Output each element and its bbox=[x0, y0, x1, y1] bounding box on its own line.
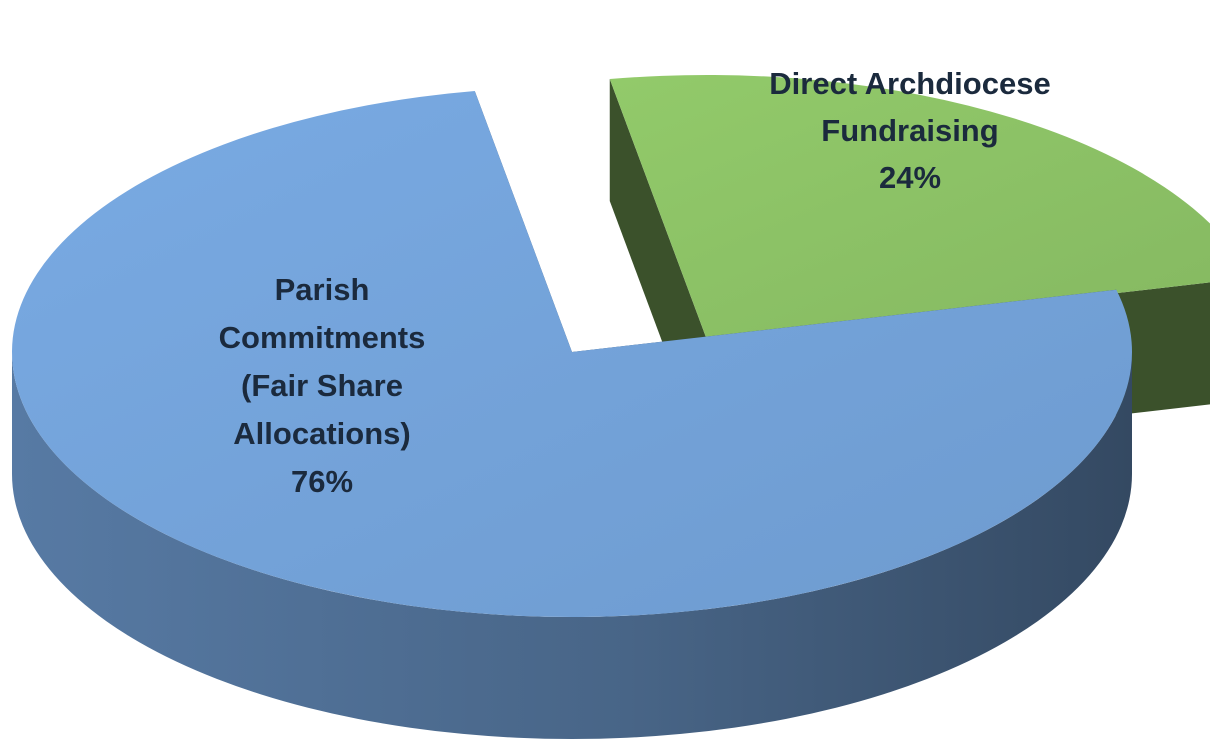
value-label: 76% bbox=[290, 464, 354, 499]
value-label: 24% bbox=[878, 160, 942, 195]
category-label: Parish Commitments (Fair Share Allocatio… bbox=[218, 272, 426, 451]
slice-label: Parish Commitments (Fair Share Allocatio… bbox=[188, 266, 456, 506]
category-label: Direct Archdiocese Fundraising bbox=[769, 66, 1051, 148]
slice bbox=[609, 75, 1210, 340]
slice bbox=[12, 91, 1133, 618]
slice-label: Direct Archdiocese Fundraising 24% bbox=[735, 60, 1085, 201]
slice-side bbox=[12, 352, 1132, 739]
